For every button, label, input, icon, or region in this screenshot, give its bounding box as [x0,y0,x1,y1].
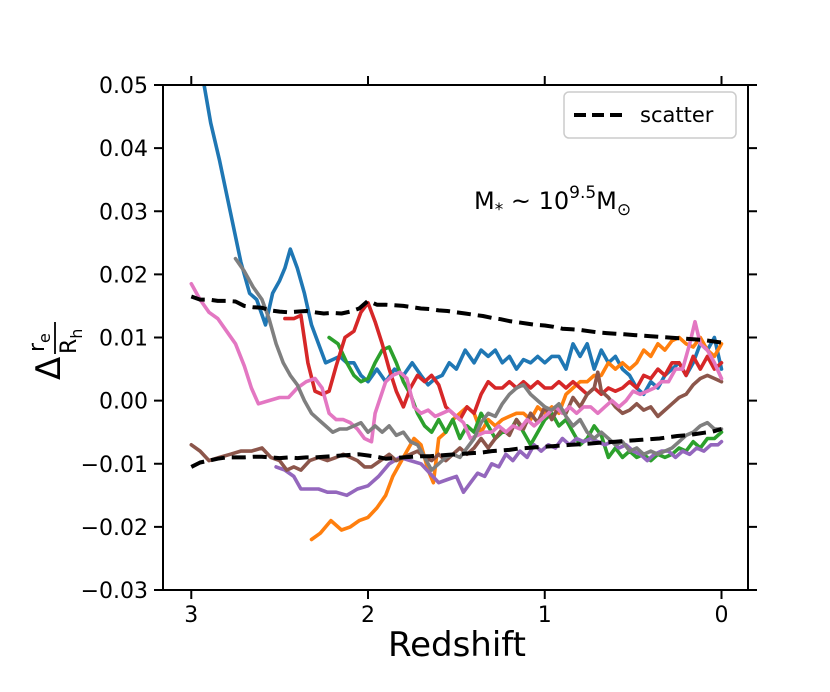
y-tick-label: 0.01 [99,327,148,352]
scatter-bound-line-1 [190,294,722,345]
ticks-layer: 3 2 1 0 0.05 0.04 0.03 0.02 0.01 0.00 −0.01 −0.02 −0… [81,74,757,628]
y-tick-label: 0.04 [99,137,148,162]
y-tick-label: −0.01 [81,453,148,478]
mass-annotation-sub: * [495,200,504,220]
x-tick-label: 2 [361,603,375,628]
legend-scatter-label: scatter [640,103,714,127]
y-axis-title-delta: Δ [29,357,69,380]
x-tick-label: 0 [714,603,728,628]
scatter-bound-line-2 [190,427,723,469]
y-axis-title: Δ re Rh [25,322,86,380]
y-axis-title-numerator: re [25,333,54,352]
series-line-6 [189,370,724,472]
x-axis-title: Redshift [388,625,526,665]
y-tick-label: −0.03 [81,579,148,604]
scatter-bounds-layer [190,294,723,469]
mass-annotation-sup: 9.5 [569,183,596,203]
x-tick-label: 3 [184,603,198,628]
y-tick-label: 0.02 [99,263,148,288]
series-line-4 [283,300,724,422]
series-line-8 [233,256,724,472]
x-tick-label: 1 [538,603,552,628]
y-axis-title-den-sub: h [67,329,86,339]
mass-annotation-tail: M [596,187,617,215]
y-axis-title-num-sub: e [35,333,54,343]
legend: scatter [563,91,737,139]
mass-annotation-base: M [474,187,495,215]
y-axis-title-den-base: R [57,339,82,354]
series-line-1 [202,85,724,397]
y-tick-label: 0.05 [99,74,148,99]
y-tick-label: 0.00 [99,390,148,415]
mass-annotation: M* ~ 109.5M⊙ [474,183,631,220]
y-tick-label: 0.03 [99,200,148,225]
series-layer [189,85,724,542]
y-tick-label: −0.02 [81,516,148,541]
mass-annotation-middle: ~ 10 [503,187,569,215]
y-axis-title-denominator: Rh [57,329,86,354]
series-line-2 [309,335,724,542]
legend-box [563,91,737,139]
y-axis-title-num-base: r [25,342,50,352]
mass-annotation-tail-sub: ⊙ [617,200,631,220]
